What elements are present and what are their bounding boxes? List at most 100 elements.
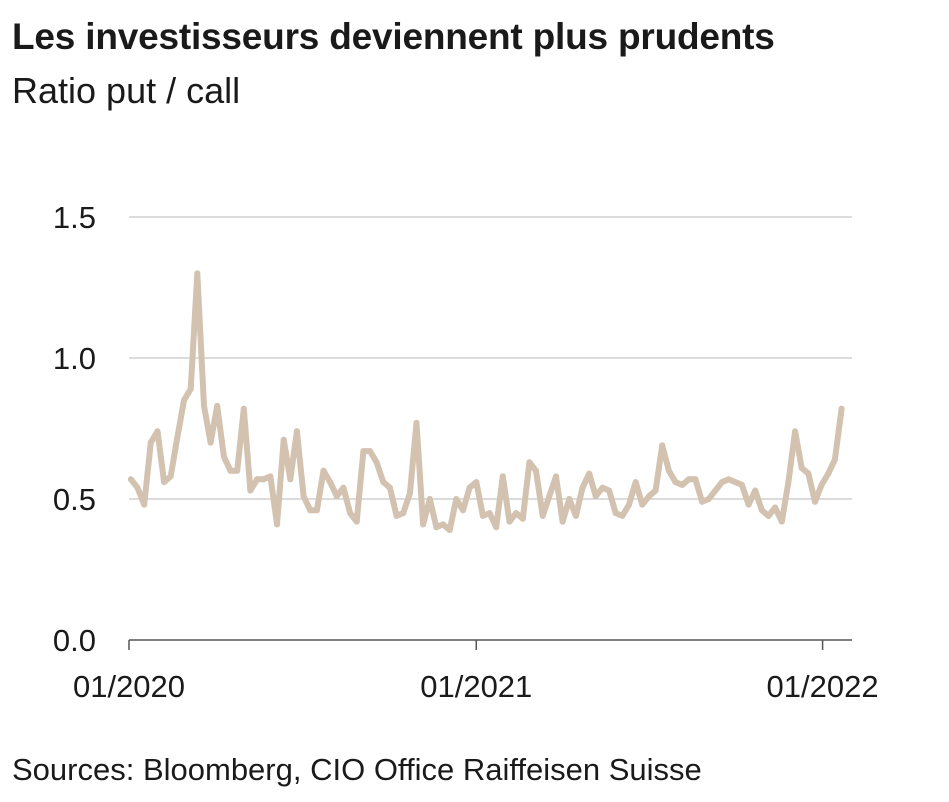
x-tick-labels: 01/2020 01/2021 01/2022 <box>73 669 879 704</box>
data-point <box>340 484 347 491</box>
data-point <box>141 501 148 508</box>
data-point <box>327 479 334 486</box>
data-point <box>679 481 686 488</box>
data-point <box>486 510 493 517</box>
data-point <box>400 510 407 517</box>
data-point <box>612 510 619 517</box>
x-tick-label: 01/2022 <box>767 669 879 704</box>
x-axis <box>128 639 852 650</box>
data-point <box>307 507 314 514</box>
data-point <box>393 512 400 519</box>
y-tick-label: 0.5 <box>53 482 96 517</box>
data-point <box>758 507 765 514</box>
data-point <box>460 507 466 514</box>
data-point <box>639 501 646 508</box>
data-point <box>493 524 500 531</box>
data-point <box>227 467 234 474</box>
data-point <box>626 501 632 508</box>
data-point <box>745 501 752 508</box>
data-point <box>579 484 586 491</box>
data-point <box>586 470 593 477</box>
data-point <box>566 496 573 502</box>
data-point <box>672 479 679 486</box>
data-point <box>187 386 194 392</box>
data-point <box>785 479 792 486</box>
data-point <box>333 493 340 500</box>
data-point <box>572 512 579 519</box>
y-tick-label: 1.5 <box>53 200 96 235</box>
data-point <box>300 493 307 500</box>
data-point <box>831 456 838 463</box>
data-point <box>473 479 480 486</box>
data-point <box>174 434 181 440</box>
data-point <box>646 493 652 500</box>
gridlines <box>129 216 852 500</box>
data-point <box>360 448 367 455</box>
data-point <box>254 476 261 483</box>
data-point <box>513 510 520 517</box>
data-point <box>293 428 300 435</box>
data-point <box>167 473 174 480</box>
data-point <box>287 476 294 483</box>
data-point <box>240 405 247 412</box>
data-point <box>732 479 739 486</box>
data-point <box>347 510 354 517</box>
data-point <box>705 496 712 502</box>
data-point <box>599 484 606 491</box>
y-tick-labels: 0.0 0.5 1.0 1.5 <box>53 200 96 658</box>
data-point <box>320 467 327 474</box>
data-point <box>752 487 759 494</box>
data-point <box>373 459 380 466</box>
data-point <box>685 476 692 483</box>
data-point <box>778 518 785 525</box>
data-point <box>247 487 254 494</box>
data-point <box>161 479 168 486</box>
data-point <box>805 470 812 477</box>
data-point <box>280 436 287 443</box>
data-point <box>207 439 214 446</box>
data-point <box>413 419 420 426</box>
data-point <box>466 484 473 491</box>
data-point <box>692 476 699 483</box>
series-line <box>127 270 845 533</box>
data-point <box>553 473 559 480</box>
data-point <box>127 476 134 483</box>
data-point <box>499 473 506 480</box>
y-tick-label: 0.0 <box>53 623 96 658</box>
data-point <box>406 490 413 497</box>
data-point <box>313 507 320 514</box>
data-point <box>659 442 666 449</box>
data-point <box>526 459 533 466</box>
data-point <box>260 476 267 483</box>
data-point <box>539 512 546 519</box>
data-point <box>665 467 672 474</box>
data-point <box>719 479 725 486</box>
y-tick-label: 1.0 <box>53 341 96 376</box>
data-point <box>812 498 818 505</box>
series-layer <box>127 270 845 533</box>
data-point <box>838 405 845 412</box>
data-point <box>220 453 227 460</box>
data-point <box>559 518 566 525</box>
data-point <box>533 467 539 474</box>
data-point <box>453 496 460 502</box>
data-point <box>818 481 825 488</box>
data-point <box>738 481 745 488</box>
data-point <box>652 487 659 494</box>
data-point <box>619 512 626 519</box>
data-point <box>194 270 201 277</box>
data-point <box>214 402 221 409</box>
data-point <box>592 493 599 500</box>
data-point <box>792 428 799 435</box>
data-point <box>606 487 613 494</box>
chart-title: Les investisseurs deviennent plus pruden… <box>12 16 775 57</box>
data-point <box>267 473 274 480</box>
data-point <box>134 484 141 491</box>
data-point <box>798 465 805 471</box>
data-point <box>433 524 440 531</box>
data-point <box>274 521 280 528</box>
data-point <box>380 479 387 486</box>
data-point <box>519 515 526 522</box>
data-point <box>181 397 187 404</box>
x-tick-label: 01/2020 <box>73 669 185 704</box>
